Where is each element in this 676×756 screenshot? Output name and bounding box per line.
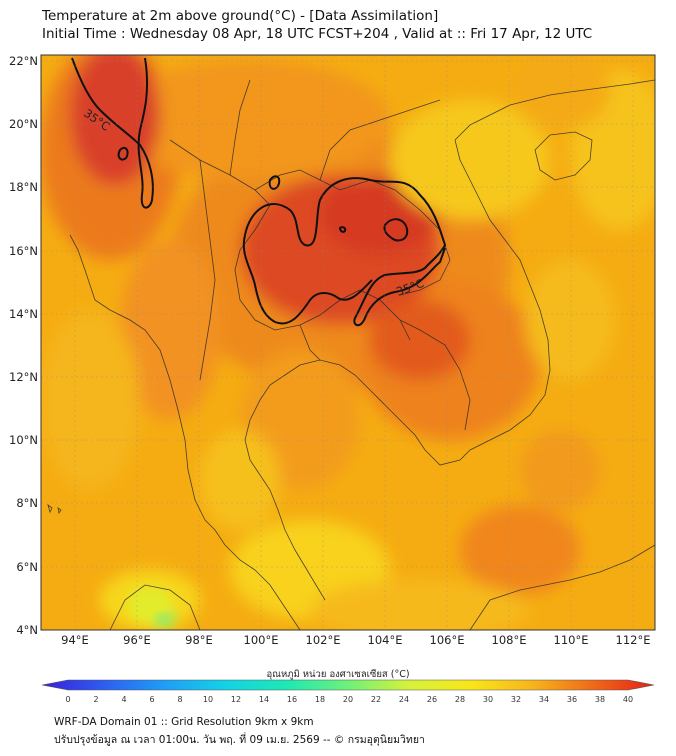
map-title: Temperature at 2m above ground(°C) - [Da…	[42, 8, 439, 24]
colorbar-tick-label: 32	[511, 695, 521, 704]
lat-label: 8°N	[16, 496, 38, 510]
lat-label: 14°N	[9, 307, 38, 321]
temperature-field: 35°C 35°C	[41, 55, 655, 630]
colorbar-tick-label: 8	[177, 695, 182, 704]
colorbar-tick-label: 4	[121, 695, 126, 704]
footer-model-info: WRF-DA Domain 01 :: Grid Resolution 9km …	[54, 716, 314, 728]
graticule	[41, 55, 655, 630]
colorbar-tick-label: 14	[259, 695, 269, 704]
colorbar-tick-label: 6	[149, 695, 154, 704]
lon-label: 94°E	[61, 633, 89, 647]
colorbar-gradient	[41, 679, 655, 691]
coastlines	[47, 79, 655, 630]
contour-35c	[71, 57, 447, 327]
colorbar: 0 2 4 6 8 10 12 14 16 18 20 22 24 26 28 30 32 34 36 38 40	[41, 679, 655, 704]
map-subtitle: Initial Time : Wednesday 08 Apr, 18 UTC …	[42, 26, 593, 42]
lon-label: 106°E	[430, 633, 465, 647]
colorbar-tick-label: 22	[371, 695, 381, 704]
colorbar-tick-label: 40	[623, 695, 633, 704]
lon-label: 108°E	[492, 633, 527, 647]
lat-label: 16°N	[9, 244, 38, 258]
colorbar-tick-label: 24	[399, 695, 409, 704]
lon-label: 96°E	[123, 633, 151, 647]
colorbar-title: อุณหภูมิ หน่วย องศาเซลเซียส (°C)	[266, 669, 410, 680]
colorbar-tick-label: 26	[427, 695, 437, 704]
footer-update-info: ปรับปรุงข้อมูล ณ เวลา 01:00น. วัน พฤ. ที…	[54, 734, 425, 746]
lat-axis: 22°N 20°N 18°N 16°N 14°N 12°N 10°N 8°N 6…	[9, 54, 38, 637]
lon-label: 100°E	[244, 633, 279, 647]
lat-label: 12°N	[9, 370, 38, 384]
map-frame	[40, 54, 656, 631]
lon-label: 112°E	[616, 633, 651, 647]
colorbar-tick-label: 38	[595, 695, 605, 704]
colorbar-tick-label: 2	[93, 695, 98, 704]
lon-label: 102°E	[306, 633, 341, 647]
colorbar-tick-label: 30	[483, 695, 493, 704]
lat-label: 4°N	[16, 623, 38, 637]
lat-label: 18°N	[9, 180, 38, 194]
colorbar-tick-label: 28	[455, 695, 465, 704]
lat-label: 22°N	[9, 54, 38, 68]
lat-label: 6°N	[16, 560, 38, 574]
colorbar-ticks: 0 2 4 6 8 10 12 14 16 18 20 22 24 26 28 30 32 34 36 38 40	[65, 695, 633, 704]
colorbar-tick-label: 12	[231, 695, 241, 704]
lat-label: 20°N	[9, 117, 38, 131]
colorbar-tick-label: 34	[539, 695, 549, 704]
colorbar-tick-label: 0	[65, 695, 70, 704]
colorbar-tick-label: 16	[287, 695, 297, 704]
lon-axis: 94°E 96°E 98°E 100°E 102°E 104°E 106°E 1…	[61, 633, 650, 647]
colorbar-tick-label: 18	[315, 695, 325, 704]
lat-label: 10°N	[9, 433, 38, 447]
colorbar-tick-label: 20	[343, 695, 353, 704]
lon-label: 110°E	[554, 633, 589, 647]
colorbar-tick-label: 10	[203, 695, 213, 704]
lon-label: 104°E	[368, 633, 403, 647]
lon-label: 98°E	[185, 633, 213, 647]
colorbar-tick-label: 36	[567, 695, 577, 704]
